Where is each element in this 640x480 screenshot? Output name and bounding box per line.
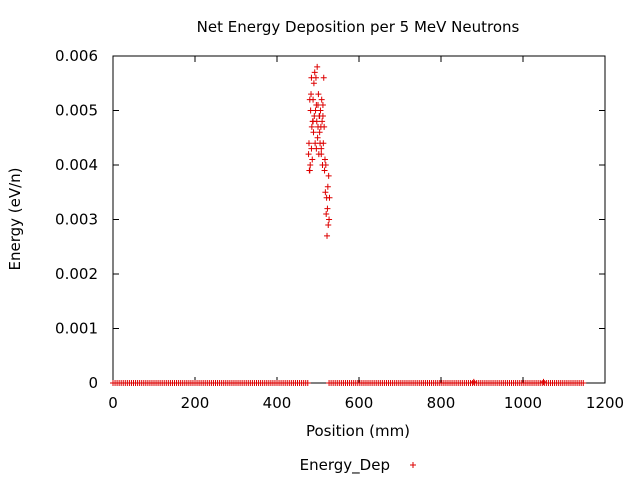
data-point xyxy=(307,162,314,168)
data-point xyxy=(310,96,317,103)
y-tick-label: 0.002 xyxy=(55,265,98,283)
data-point xyxy=(308,145,315,152)
data-point xyxy=(316,112,323,119)
data-point xyxy=(323,211,330,218)
data-point xyxy=(313,102,320,109)
y-tick-label: 0.004 xyxy=(55,156,98,174)
y-tick-label: 0.001 xyxy=(55,320,98,338)
data-point xyxy=(312,74,319,81)
data-point xyxy=(320,74,327,81)
x-tick-label: 600 xyxy=(345,394,374,412)
data-point xyxy=(320,140,327,147)
series-energy-dep xyxy=(110,63,587,386)
data-point xyxy=(322,162,329,168)
data-point xyxy=(305,140,312,147)
x-tick-label: 1200 xyxy=(586,394,624,412)
data-point xyxy=(315,91,322,98)
chart-title: Net Energy Deposition per 5 MeV Neutrons xyxy=(197,18,520,36)
data-point xyxy=(318,96,325,103)
data-point xyxy=(304,380,311,386)
data-point xyxy=(316,129,323,136)
data-point xyxy=(310,80,317,87)
y-axis-label: Energy (eV/n) xyxy=(6,167,24,270)
data-point xyxy=(321,156,328,163)
data-point xyxy=(310,129,317,136)
data-point xyxy=(308,123,315,130)
data-point xyxy=(325,221,332,228)
data-point xyxy=(324,205,331,212)
data-point xyxy=(306,167,313,174)
y-tick-label: 0.003 xyxy=(55,211,98,229)
y-tick-label: 0.006 xyxy=(55,47,98,65)
data-point xyxy=(324,232,331,239)
legend-marker xyxy=(410,462,416,468)
x-tick-label: 200 xyxy=(181,394,210,412)
data-point xyxy=(321,167,328,174)
data-point xyxy=(321,123,328,130)
data-point xyxy=(305,151,312,158)
y-tick-label: 0 xyxy=(88,374,98,392)
legend-plus-marker xyxy=(410,462,416,468)
plot-frame xyxy=(112,55,606,384)
data-point xyxy=(580,380,587,386)
legend: Energy_Dep xyxy=(300,456,416,475)
x-tick-label: 400 xyxy=(263,394,292,412)
data-point xyxy=(318,151,325,158)
y-tick-label: 0.005 xyxy=(55,102,98,120)
data-point xyxy=(322,189,329,196)
data-point xyxy=(311,69,318,76)
legend-label: Energy_Dep xyxy=(300,456,390,475)
x-tick-label: 800 xyxy=(427,394,456,412)
data-point xyxy=(318,145,325,152)
data-point xyxy=(317,107,324,114)
data-point xyxy=(325,172,332,179)
data-point xyxy=(314,63,321,70)
data-point xyxy=(540,378,547,385)
x-tick-label: 0 xyxy=(108,394,118,412)
data-point xyxy=(470,378,477,385)
x-axis-label: Position (mm) xyxy=(306,422,410,440)
y-axis: 0 0.001 0.002 0.003 0.004 0.005 0.006 xyxy=(55,47,605,392)
x-axis: 0 200 400 600 800 1000 1200 xyxy=(108,56,624,412)
data-point xyxy=(308,91,315,98)
data-point xyxy=(326,194,333,201)
data-point xyxy=(314,134,321,141)
data-point xyxy=(310,118,317,125)
data-point xyxy=(319,118,326,125)
data-point xyxy=(309,156,316,163)
x-tick-label: 1000 xyxy=(504,394,542,412)
data-point xyxy=(315,123,321,130)
data-point xyxy=(319,102,326,109)
data-point xyxy=(324,183,331,190)
data-point xyxy=(326,216,333,223)
